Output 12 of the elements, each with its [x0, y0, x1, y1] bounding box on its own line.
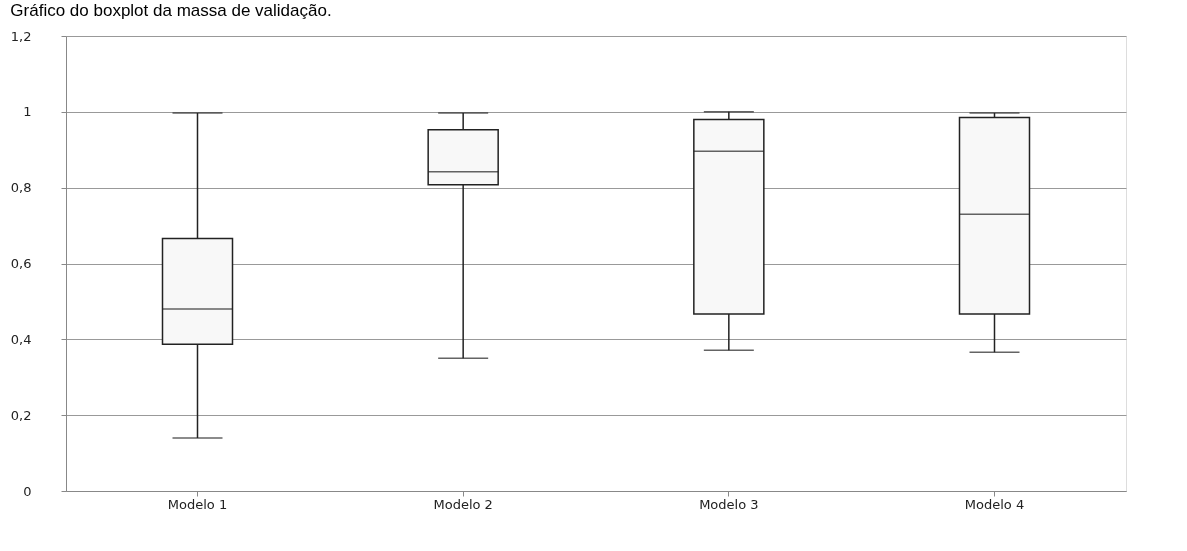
- y-tick-label: 0,4: [10, 331, 32, 347]
- x-tick-label: Modelo 4: [964, 496, 1025, 512]
- y-tick-label: 1: [23, 104, 32, 120]
- x-tick-label: Modelo 1: [167, 496, 228, 512]
- chart-title: Gráfico do boxplot da massa de validação.: [10, 1, 332, 20]
- y-tick-label: 0,2: [10, 407, 32, 423]
- y-tick-label: 0: [23, 483, 32, 499]
- x-tick-label: Modelo 3: [699, 496, 759, 512]
- x-tick-label: Modelo 2: [433, 496, 493, 512]
- y-tick-label: 0,8: [10, 180, 32, 196]
- y-tick-label: 0,6: [10, 256, 32, 271]
- y-tick-label: 1,2: [10, 28, 32, 44]
